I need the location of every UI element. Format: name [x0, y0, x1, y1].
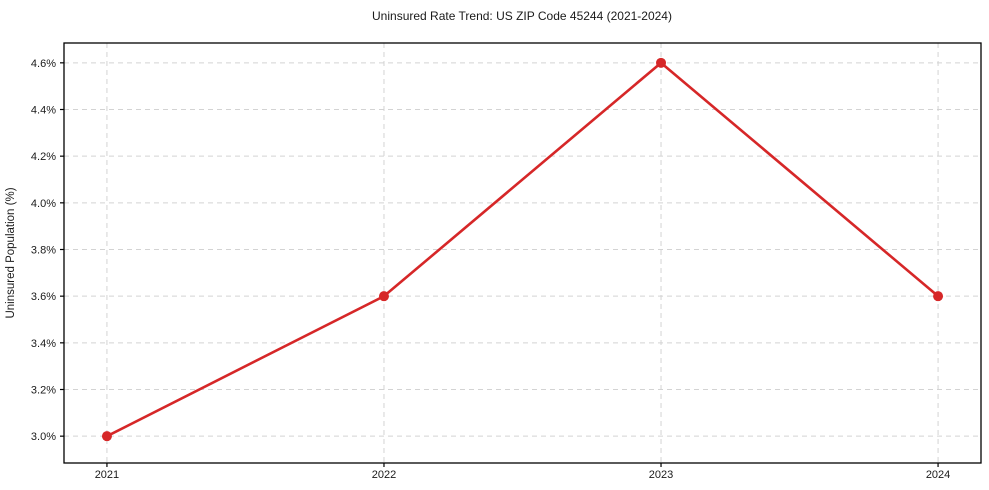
y-tick-label: 4.0% [31, 198, 56, 210]
plot-border [63, 42, 982, 464]
trend-line [105, 61, 940, 438]
y-axis-label: Uninsured Population (%) [5, 187, 17, 318]
plot-area: 3.0% 3.2% 3.4% 3.6% 3.8% 4.0% 4.2% 4.4% 4.6% 2021… [31, 42, 982, 481]
data-point-marker [378, 291, 389, 302]
y-tick-label: 3.6% [31, 291, 56, 303]
y-tick-label: 3.8% [31, 245, 56, 257]
x-tick-label: 2022 [372, 469, 396, 481]
y-tick-label: 3.2% [31, 385, 56, 397]
x-tick-label: 2023 [649, 469, 673, 481]
y-tick-label: 4.2% [31, 151, 56, 163]
y-tick-label: 4.6% [31, 58, 56, 70]
y-tick-label: 3.4% [31, 338, 56, 350]
y-tick-label: 4.4% [31, 105, 56, 117]
data-point-marker [933, 291, 944, 302]
data-point-marker [656, 57, 667, 68]
data-point-marker [101, 431, 112, 442]
x-tick-label: 2021 [95, 469, 119, 481]
chart-title: Uninsured Rate Trend: US ZIP Code 45244 … [372, 9, 672, 23]
y-tick-label: 3.0% [31, 431, 56, 443]
x-tick-label: 2024 [926, 469, 950, 481]
